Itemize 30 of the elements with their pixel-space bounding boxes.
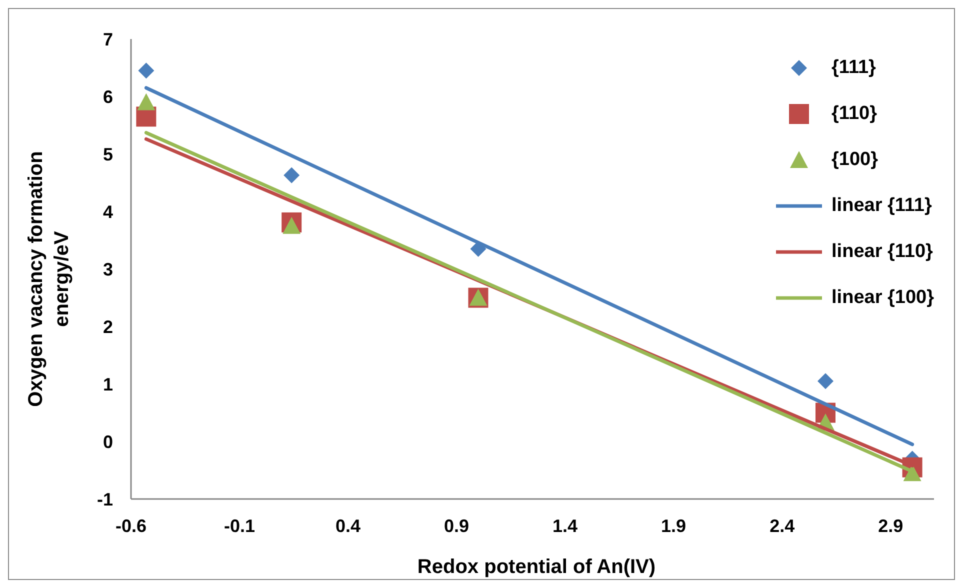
y-tick-label: 7 — [102, 29, 113, 50]
x-tick-label: 0.4 — [336, 516, 361, 536]
y-tick-label: 5 — [102, 144, 113, 164]
point — [817, 373, 834, 390]
x-tick-label: 0.9 — [444, 516, 470, 536]
legend-label: {110} — [832, 103, 877, 125]
x-tick-label: -0.1 — [224, 516, 256, 536]
y-tick-label: 2 — [102, 316, 113, 337]
point — [284, 167, 300, 184]
point — [138, 62, 154, 79]
y-tick-label: 0 — [102, 432, 113, 452]
x-tick-label: 2.9 — [878, 516, 904, 536]
x-tick-label: 2.4 — [770, 516, 795, 536]
legend-label: linear {110} — [832, 241, 933, 263]
legend-label: {100} — [832, 149, 878, 171]
x-tick-label: 1.4 — [552, 516, 578, 536]
y-tick-label: 1 — [102, 374, 113, 394]
y-axis-title: Oxygen vacancy formation energy/eV — [24, 150, 74, 409]
legend-label: linear {111} — [832, 195, 932, 217]
x-axis-title: Redox potential of An(IV) — [416, 556, 657, 579]
x-tick-label: 1.9 — [661, 516, 686, 536]
point — [137, 93, 156, 110]
legend-label: {111} — [832, 57, 876, 79]
y-tick-label: 4 — [102, 202, 113, 222]
legend-label: linear {100} — [832, 287, 934, 309]
y-tick-label: 6 — [102, 86, 113, 107]
point — [282, 216, 301, 234]
y-tick-label: 3 — [102, 259, 113, 280]
y-tick-label: -1 — [96, 489, 113, 510]
x-tick-label: -0.6 — [115, 516, 147, 536]
